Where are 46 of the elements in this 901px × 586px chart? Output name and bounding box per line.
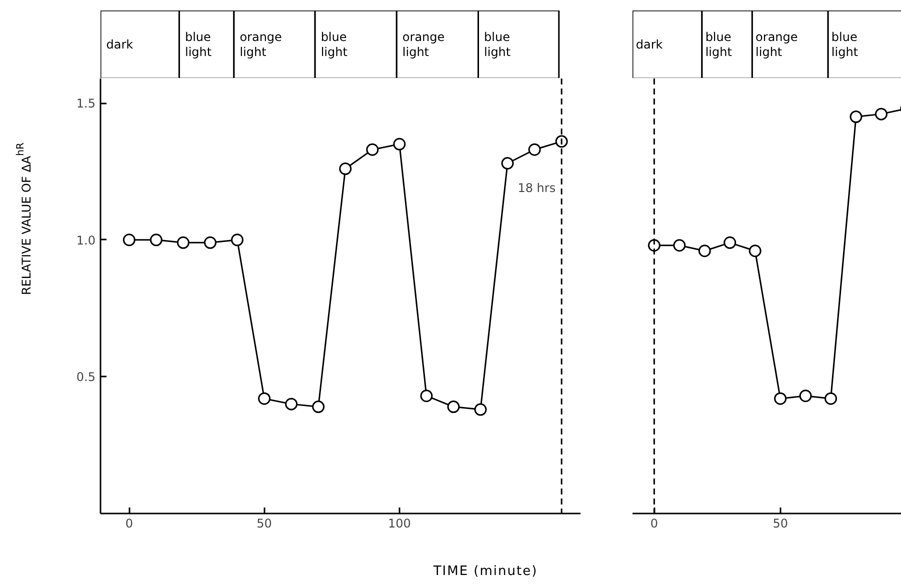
text: blue light: [484, 30, 511, 60]
point: [339, 162, 352, 176]
text: blue light: [831, 30, 858, 60]
x-tick-label: 50: [256, 516, 272, 530]
point: [799, 390, 812, 402]
x-tick-label: 0: [125, 516, 133, 530]
y-tick-label: 1.5: [76, 96, 96, 111]
point: [204, 236, 216, 249]
point: [366, 143, 379, 156]
point: [501, 157, 514, 170]
y-tick-label: 1.0: [76, 233, 96, 248]
x-axis-title: TIME (minute): [433, 563, 538, 581]
text: orange light: [402, 30, 445, 60]
point: [724, 236, 736, 249]
point: [850, 110, 862, 124]
y-tick-label: 0.5: [76, 370, 96, 384]
point: [150, 234, 162, 246]
point: [474, 403, 487, 416]
text: blue light: [320, 30, 348, 60]
point: [312, 400, 325, 414]
point: [874, 108, 888, 120]
point: [528, 143, 541, 156]
point: [774, 392, 787, 405]
x-tick-label: 0: [650, 516, 658, 530]
point: [122, 234, 136, 246]
annotation: 18 hrs: [518, 180, 556, 195]
text: blue light: [184, 30, 212, 60]
point: [748, 244, 762, 258]
x-tick-label: 100: [388, 516, 411, 530]
point: [231, 234, 244, 246]
text: orange light: [240, 30, 282, 60]
text: orange light: [756, 30, 798, 60]
point: [285, 398, 298, 410]
point: [420, 390, 433, 402]
point: [447, 400, 460, 414]
point: [176, 236, 190, 249]
point: [824, 392, 838, 405]
point: [555, 135, 568, 148]
x-tick-label: 50: [772, 516, 788, 530]
text: blue light: [705, 30, 732, 60]
point: [698, 244, 711, 258]
text: dark: [106, 38, 134, 52]
text: dark: [636, 38, 663, 52]
point: [393, 138, 406, 150]
point: [673, 239, 686, 252]
point: [258, 392, 271, 405]
